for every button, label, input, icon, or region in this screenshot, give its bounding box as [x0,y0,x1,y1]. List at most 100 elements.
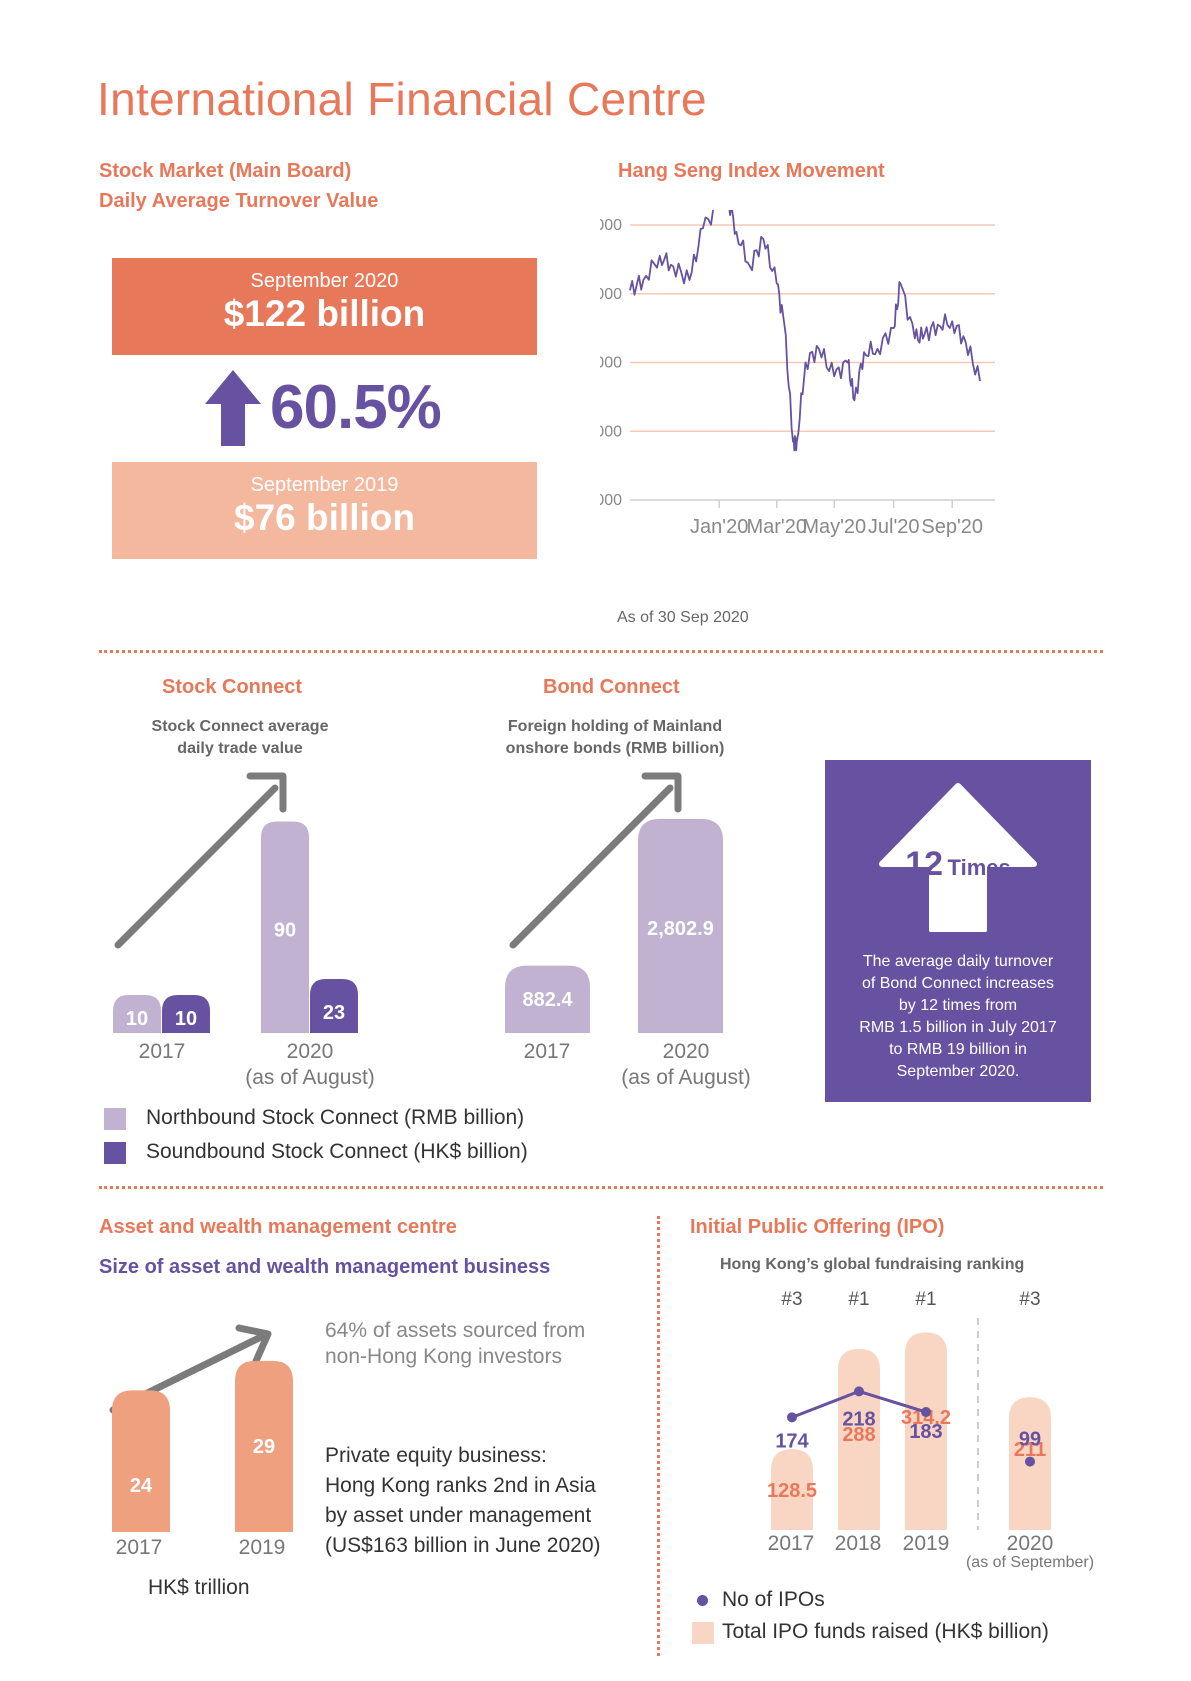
stock-connect-bar-label: 10 [175,1008,197,1030]
hsi-series-line [629,210,981,452]
section-divider [99,650,1103,653]
up-arrow-icon [205,370,261,446]
ipo-year: 2019 [902,1532,950,1555]
private-equity-line: Private equity business: [325,1444,547,1467]
bond-turnover-line: RMB 1.5 billion in July 2017 [859,1019,1057,1036]
asset-bar-chart: 24 29 [112,1360,293,1532]
ipo-count-point [1025,1456,1035,1467]
ipo-count-point [854,1386,864,1397]
ipo-heading: Initial Public Offering (IPO) [690,1216,945,1238]
x-tick-label: Jul'20 [868,516,920,538]
hsi-line-chart: 20,000 22,000 24,000 26,000 28,000 Jan'20Mar'… [600,210,995,538]
ipo-year: 2017 [767,1532,815,1555]
turnover-heading-line1: Stock Market (Main Board) [99,160,352,182]
turnover-current-box: September 2020 $122 billion [112,258,537,355]
ipo-count-label: 174 [775,1430,809,1452]
bond-turnover-line: September 2020. [896,1063,1020,1080]
private-equity-line: (US$163 billion in June 2020) [325,1534,601,1557]
turnover-heading-line2: Daily Average Turnover Value [99,190,379,212]
legend-ipos-dot [697,1595,708,1606]
ipo-rank-label: #1 [915,1289,936,1310]
bond-connect-bar-label: 882.4 [522,989,573,1011]
asset-year-2019: 2019 [238,1536,286,1559]
private-equity-line: by asset under management [325,1504,592,1527]
hsi-caption: As of 30 Sep 2020 [617,609,749,626]
bond-turnover-line: to RMB 19 billion in [889,1041,1027,1058]
ipo-rank-label: #1 [848,1289,869,1310]
ipo-funds-bar [905,1332,947,1530]
x-tick-label: Sep'20 [921,516,983,538]
legend-northbound-swatch [104,1108,126,1130]
turnover-previous-box: September 2019 $76 billion [112,462,537,559]
stock-connect-bar [310,978,358,1033]
ipo-count-label: 218 [842,1408,875,1430]
bond-connect-bar [505,965,590,1033]
asset-unit: HK$ trillion [148,1576,250,1599]
asset-year-2017: 2017 [115,1536,163,1559]
section-divider [99,1186,1103,1189]
legend-northbound-label: Northbound Stock Connect (RMB billion) [146,1106,525,1129]
asset-bar-label: 29 [253,1436,275,1458]
stock-connect-bar-label: 90 [274,920,296,942]
ipo-funds-label: 314.2 [901,1407,951,1429]
hsi-heading: Hang Seng Index Movement [618,160,885,182]
stock-connect-bar-label: 10 [126,1008,148,1030]
ipo-chart: #3 #1 #1 #3 128.5 288 314.2 211 174 218 183 99 [767,1289,1051,1530]
y-tick-label: 20,000 [600,492,622,509]
stock-connect-bar [113,995,161,1033]
ipo-rank-label: #3 [781,1289,802,1310]
private-equity-text: Private equity business: Hong Kong ranks… [325,1441,601,1561]
bond-connect-heading: Bond Connect [543,676,680,698]
vertical-divider [657,1216,660,1656]
bond-turnover-line: by 12 times from [898,997,1018,1014]
bond-connect-year-2020: 2020 [662,1040,710,1063]
asset-bar [112,1390,170,1532]
private-equity-line: Hong Kong ranks 2nd in Asia [325,1474,596,1497]
bond-connect-subtitle-line1: Foreign holding of Mainland [507,718,723,735]
legend-funds-label: Total IPO funds raised (HK$ billion) [722,1620,1049,1643]
legend-ipos-label: No of IPOs [722,1588,825,1611]
asset-subheading: Size of asset and wealth management busi… [99,1256,551,1278]
legend-southbound-label: Soundbound Stock Connect (HK$ billion) [146,1140,528,1163]
bond-connect-subtitle-line2: onshore bonds (RMB billion) [505,740,725,757]
stock-connect-year-2017: 2017 [138,1040,186,1063]
y-tick-label: 28,000 [600,217,622,234]
bond-turnover-description: The average daily turnover of Bond Conne… [825,951,1091,1083]
stock-connect-bar [261,821,309,1033]
bond-turnover-badge-number: 12 [905,845,944,883]
stock-connect-bar [162,995,210,1033]
stock-connect-subtitle-line2: daily trade value [177,740,303,757]
bond-connect-year-note: (as of August) [621,1066,751,1089]
ipo-rank-label: #3 [1019,1289,1040,1310]
bond-connect-bar [638,818,723,1033]
legend-funds-swatch [692,1622,714,1644]
asset-note: 64% of assets sourced from non-Hong Kong… [325,1318,585,1370]
asset-bar-label: 24 [130,1475,153,1497]
bond-turnover-badge: 12 Times [825,845,1091,884]
ipo-year: 2020 [1006,1532,1054,1555]
legend-southbound-swatch [104,1142,126,1164]
stock-connect-heading: Stock Connect [162,676,303,698]
turnover-previous-month: September 2019 [250,474,399,496]
ipo-count-point [921,1407,931,1418]
bond-turnover-line: The average daily turnover [862,953,1054,970]
ipo-count-point [787,1412,797,1423]
ipo-funds-bar [771,1449,813,1530]
bond-connect-subtitle: Foreign holding of Mainland onshore bond… [470,716,760,760]
x-tick-label: Mar'20 [746,516,807,538]
ipo-subtitle: Hong Kong’s global fundraising ranking [720,1256,1025,1273]
stock-connect-subtitle-line1: Stock Connect average [151,718,329,735]
asset-note-line2: non-Hong Kong investors [325,1345,562,1368]
x-tick-label: May'20 [802,516,866,538]
turnover-previous-value: $76 billion [234,497,415,538]
ipo-year-note: (as of September) [965,1554,1095,1571]
y-tick-label: 26,000 [600,286,622,303]
ipo-year: 2018 [834,1532,882,1555]
stock-connect-year-note: (as of August) [245,1066,375,1089]
big-up-arrow-icon [879,783,1037,932]
ipo-funds-label: 288 [842,1424,875,1446]
ipo-count-label: 183 [909,1421,942,1443]
stock-connect-bar-label: 23 [323,1002,345,1024]
page-title: International Financial Centre [97,73,707,125]
stock-connect-subtitle: Stock Connect average daily trade value [110,716,370,760]
